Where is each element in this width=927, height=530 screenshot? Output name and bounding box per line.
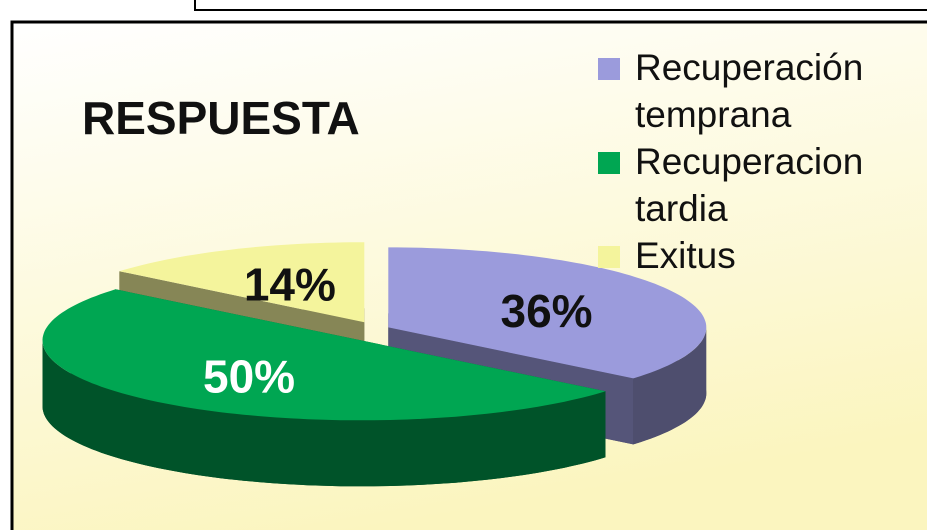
legend-label: Recuperación temprana: [635, 47, 864, 135]
legend-entry: Exitus: [598, 232, 898, 279]
slice-side: [42, 340, 606, 487]
slice-side: [633, 327, 707, 445]
chart-title: RESPUESTA: [82, 92, 360, 144]
legend-swatch: [598, 58, 620, 80]
slice: [42, 289, 606, 421]
value-label: 50%: [203, 350, 295, 402]
legend-entry: Recuperación temprana: [598, 44, 898, 138]
value-label: 14%: [244, 259, 336, 311]
legend: Recuperación temprana Recuperacion tardia…: [598, 44, 898, 279]
legend-entry: Recuperacion tardia: [598, 138, 898, 232]
slice: [388, 247, 707, 379]
pie: 36% 50% 14%: [42, 242, 707, 487]
legend-label: Recuperacion tardia: [635, 141, 864, 229]
value-label: 36%: [501, 285, 593, 337]
legend-swatch: [598, 246, 620, 268]
legend-swatch: [598, 152, 620, 174]
frame: [194, 0, 927, 11]
legend-label: Exitus: [635, 235, 736, 276]
slice: [119, 242, 365, 323]
